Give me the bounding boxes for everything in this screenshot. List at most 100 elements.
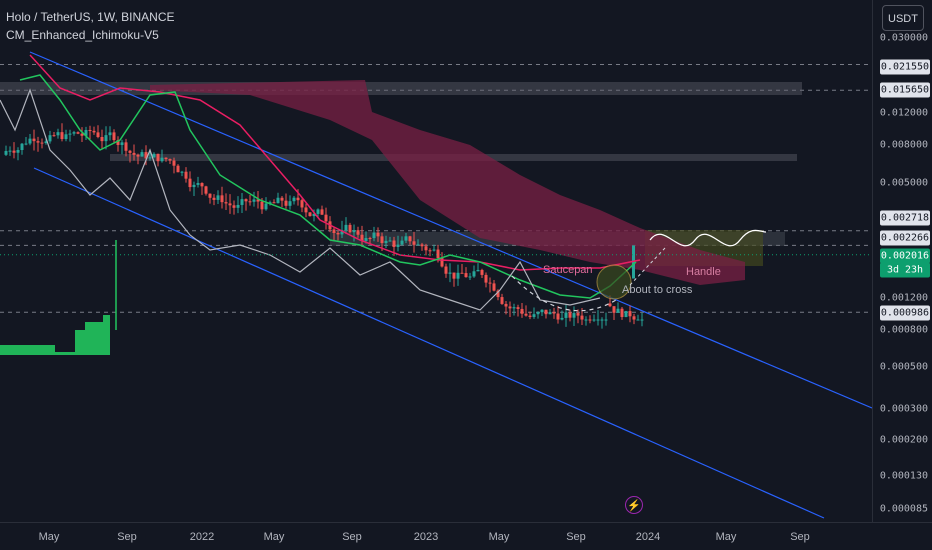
candle-body	[640, 319, 644, 321]
candle-body	[172, 160, 176, 166]
candle-body	[48, 135, 52, 142]
lightning-icon[interactable]: ⚡	[625, 496, 643, 514]
candle-body	[628, 311, 632, 317]
candle-body	[188, 178, 192, 188]
candle-body	[76, 132, 80, 134]
symbol-title[interactable]: Holo / TetherUS, 1W, BINANCE	[6, 10, 175, 24]
conversion-line	[19, 74, 637, 299]
candle-body	[532, 314, 536, 317]
candle-body	[452, 272, 456, 279]
price-tick: 0.000300	[879, 403, 928, 415]
candle-body	[136, 154, 140, 157]
candle-body	[312, 213, 316, 217]
candle-body	[408, 236, 412, 242]
price-tick: 0.008000	[879, 139, 928, 151]
currency-button[interactable]: USDT	[882, 5, 924, 31]
price-tick: 0.000200	[879, 434, 928, 446]
candle-body	[556, 313, 560, 320]
time-scale[interactable]: May Sep 2022 May Sep 2023 May Sep 2024 M…	[0, 522, 932, 550]
candle-body	[584, 319, 588, 321]
candle-body	[252, 199, 256, 202]
channel-lower-line	[33, 167, 825, 519]
candle-body	[88, 130, 92, 132]
candle-body	[468, 276, 472, 278]
candle-body	[488, 282, 492, 284]
candle-body	[40, 142, 44, 144]
candle-body	[624, 311, 628, 317]
candle-body	[460, 272, 464, 274]
lagging-line	[0, 88, 601, 311]
time-tick: May	[715, 531, 737, 543]
candle-body	[552, 312, 556, 314]
candle-body	[4, 150, 8, 155]
candle-body	[248, 201, 252, 203]
candle-body	[56, 132, 60, 136]
candle-body	[8, 150, 12, 152]
candle-body	[240, 199, 244, 205]
candle-body	[272, 202, 276, 204]
candle-body	[216, 195, 220, 200]
candle-body	[200, 183, 204, 187]
time-tick: Sep	[790, 531, 810, 543]
chart-area[interactable]: Holo / TetherUS, 1W, BINANCE CM_Enhanced…	[0, 0, 872, 522]
price-badge: 0.000986	[880, 305, 930, 321]
candle-body	[420, 244, 424, 247]
candle-body	[508, 306, 512, 309]
candle-body	[564, 312, 568, 318]
time-tick: Sep	[342, 531, 362, 543]
candle-body	[432, 249, 436, 251]
cross-highlight-circle	[596, 264, 632, 300]
candle-body	[156, 153, 160, 162]
price-badge: 0.015650	[880, 82, 930, 98]
lagging-span-block	[0, 315, 110, 355]
candle-body	[588, 319, 592, 321]
ichimoku-cloud	[150, 80, 745, 285]
candle-body	[372, 232, 376, 239]
candle-body	[480, 269, 484, 275]
price-scale[interactable]: 0.030000 0.012000 0.008000 0.005000 0.00…	[872, 0, 932, 522]
candle-body	[124, 142, 128, 151]
candle-body	[340, 230, 344, 235]
price-chart[interactable]	[0, 0, 872, 522]
candle-body	[64, 134, 68, 140]
candle-body	[344, 224, 348, 231]
candle-body	[524, 313, 528, 316]
candle-body	[444, 266, 448, 274]
candle-body	[260, 201, 264, 210]
candle-body	[636, 319, 640, 321]
price-tick: 0.005000	[879, 177, 928, 189]
time-tick: Sep	[117, 531, 137, 543]
price-tick: 0.000130	[879, 470, 928, 482]
candle-body	[396, 244, 400, 247]
candle-body	[416, 244, 420, 246]
time-tick: May	[38, 531, 60, 543]
candle-body	[236, 204, 240, 208]
price-tick: 0.030000	[879, 32, 928, 44]
price-badge: 0.002266	[880, 230, 930, 246]
candle-body	[376, 232, 380, 237]
candle-body	[448, 272, 452, 274]
candle-body	[520, 308, 524, 314]
candle-body	[324, 214, 328, 222]
candle-body	[380, 236, 384, 244]
candle-body	[112, 132, 116, 141]
candle-body	[232, 205, 236, 208]
handle-label: Handle	[686, 266, 721, 278]
candle-body	[516, 307, 520, 309]
candle-body	[544, 309, 548, 315]
candle-body	[484, 274, 488, 283]
candle-body	[536, 312, 540, 315]
candle-body	[72, 132, 76, 134]
candle-body	[424, 246, 428, 251]
candle-body	[288, 201, 292, 206]
candle-body	[332, 229, 336, 233]
candle-body	[52, 135, 56, 137]
candle-body	[152, 153, 156, 158]
candle-body	[576, 313, 580, 316]
candle-body	[128, 150, 132, 153]
indicator-label[interactable]: CM_Enhanced_Ichimoku-V5	[6, 28, 159, 42]
candle-body	[384, 240, 388, 244]
candle-body	[148, 157, 152, 159]
candle-body	[264, 203, 268, 210]
last-price-badge: 0.002016	[880, 248, 930, 264]
